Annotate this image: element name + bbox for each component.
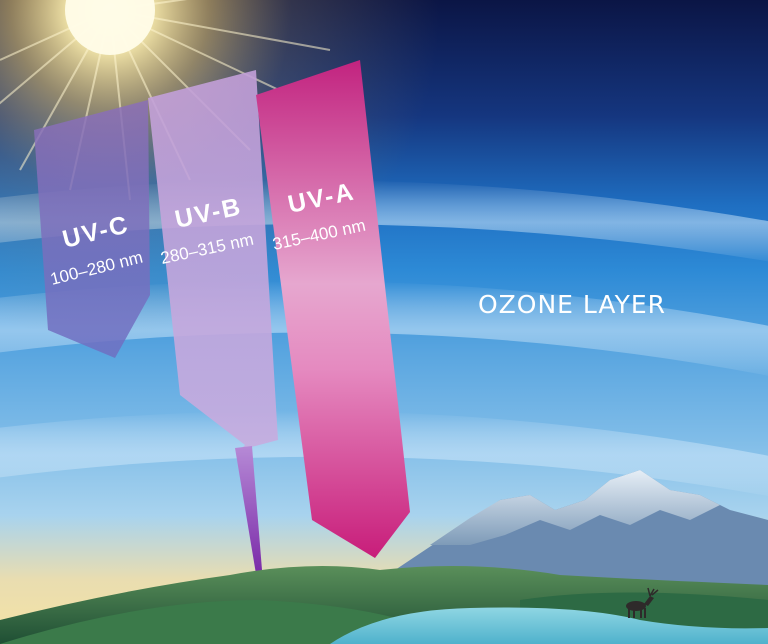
- lake-icon: [330, 607, 768, 644]
- uv-b-ray: UV-B 280–315 nm: [148, 70, 278, 574]
- uv-b-tail: [235, 446, 262, 574]
- uv-c-ray: UV-C 100–280 nm: [34, 100, 150, 358]
- uv-c-arrow: [34, 100, 150, 358]
- uv-b-arrow: [148, 70, 278, 450]
- uv-a-ray: UV-A 315–400 nm: [256, 60, 410, 558]
- ozone-layer-label: OZONE LAYER: [478, 290, 666, 319]
- uv-a-arrow: [256, 60, 410, 558]
- reindeer-silhouette-icon: [626, 587, 659, 618]
